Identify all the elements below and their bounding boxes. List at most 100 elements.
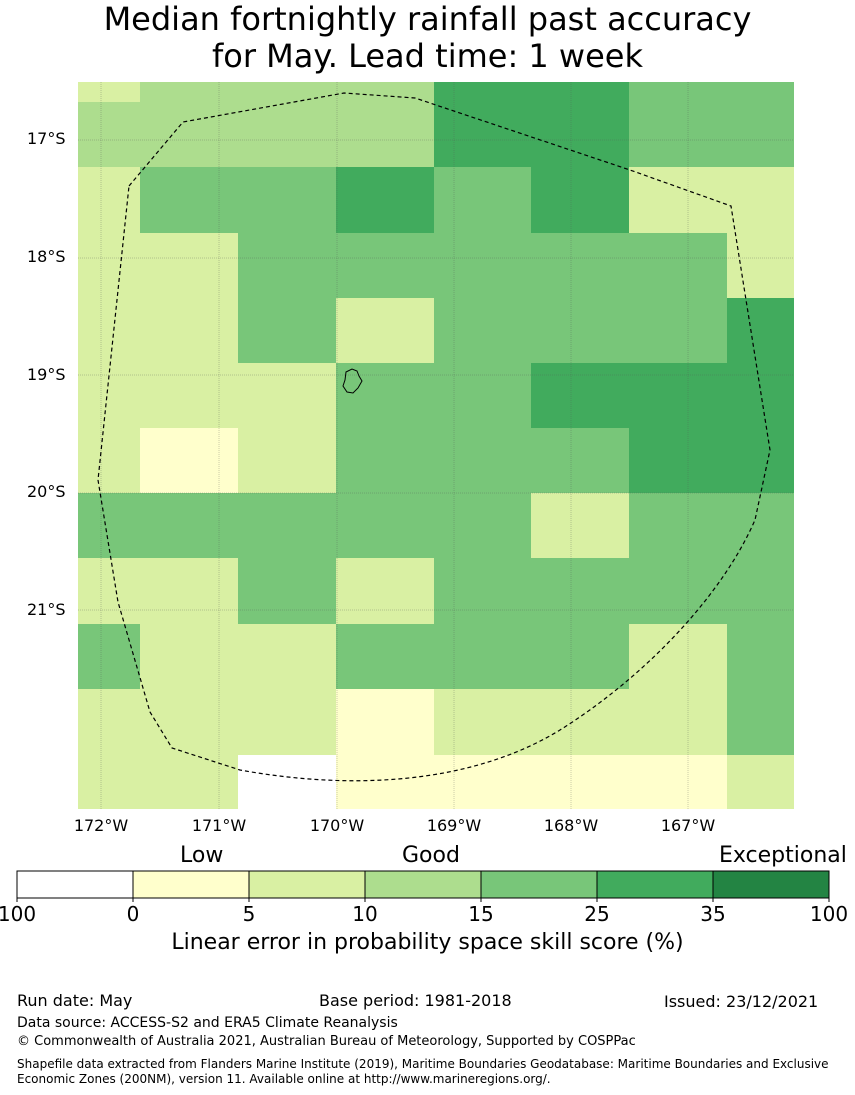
grid-cell bbox=[78, 624, 140, 689]
grid-cell bbox=[78, 298, 140, 363]
legend-tick: 100 bbox=[0, 902, 37, 926]
skill-grid bbox=[78, 82, 794, 809]
grid-cell bbox=[336, 493, 434, 558]
grid-cell bbox=[140, 102, 238, 167]
lon-label-172w: 172°W bbox=[73, 816, 129, 835]
colorbar-axis-title: Linear error in probability space skill … bbox=[171, 930, 684, 955]
grid-cell bbox=[238, 689, 336, 755]
grid-cell bbox=[78, 167, 140, 233]
grid-cell bbox=[727, 102, 794, 167]
grid-cell bbox=[336, 755, 434, 809]
legend-tick: 0 bbox=[126, 902, 140, 926]
grid-cell bbox=[238, 102, 336, 167]
grid-cell bbox=[727, 493, 794, 558]
grid-cell bbox=[434, 428, 531, 493]
grid-cell bbox=[629, 755, 727, 809]
grid-cell bbox=[629, 82, 727, 102]
grid-cell bbox=[727, 755, 794, 809]
grid-cell bbox=[140, 298, 238, 363]
grid-cell bbox=[629, 298, 727, 363]
grid-cell bbox=[336, 298, 434, 363]
grid-cell bbox=[140, 493, 238, 558]
grid-cell bbox=[531, 363, 629, 428]
colorbar-segment bbox=[480, 870, 598, 899]
lon-label-168w: 168°W bbox=[543, 816, 599, 835]
legend-tick: 35 bbox=[700, 902, 726, 926]
grid-cell bbox=[434, 82, 531, 102]
grid-cell bbox=[434, 755, 531, 809]
copyright: © Commonwealth of Australia 2021, Austra… bbox=[17, 1034, 636, 1049]
grid-cell bbox=[238, 755, 336, 809]
run-date: Run date: May bbox=[17, 991, 133, 1010]
island-outline bbox=[342, 368, 363, 394]
grid-cell bbox=[238, 558, 336, 624]
grid-cell bbox=[727, 82, 794, 102]
grid-cell bbox=[434, 233, 531, 298]
data-source: Data source: ACCESS-S2 and ERA5 Climate … bbox=[17, 1015, 398, 1031]
grid-cell bbox=[727, 167, 794, 233]
legend-tick: 100 bbox=[809, 902, 849, 926]
map-title-line2: for May. Lead time: 1 week bbox=[211, 37, 643, 75]
grid-cell bbox=[629, 233, 727, 298]
lon-label-170w: 170°W bbox=[309, 816, 365, 835]
colorbar-segment bbox=[132, 870, 250, 899]
shapefile-credit: Shapefile data extracted from Flanders M… bbox=[17, 1057, 829, 1086]
legend-tick: 25 bbox=[584, 902, 610, 926]
grid-cell bbox=[629, 689, 727, 755]
grid-cell bbox=[531, 624, 629, 689]
grid-cell bbox=[140, 558, 238, 624]
grid-cell bbox=[78, 428, 140, 493]
colorbar bbox=[16, 870, 830, 902]
grid-cell bbox=[238, 233, 336, 298]
grid-cell bbox=[238, 82, 336, 102]
grid-cell bbox=[140, 167, 238, 233]
grid-cell bbox=[336, 102, 434, 167]
grid-cell bbox=[629, 428, 727, 493]
grid-cell bbox=[238, 624, 336, 689]
grid-cell bbox=[531, 102, 629, 167]
grid-cell bbox=[336, 558, 434, 624]
grid-cell bbox=[629, 167, 727, 233]
base-period: Base period: 1981-2018 bbox=[319, 991, 512, 1010]
grid-cell bbox=[531, 428, 629, 493]
grid-cell bbox=[727, 363, 794, 428]
grid-cell bbox=[434, 689, 531, 755]
colorbar-segment bbox=[16, 870, 134, 899]
grid-cell bbox=[78, 558, 140, 624]
grid-cell bbox=[629, 624, 727, 689]
grid-cell bbox=[434, 102, 531, 167]
grid-cell bbox=[531, 167, 629, 233]
map-title-line1: Median fortnightly rainfall past accurac… bbox=[103, 0, 752, 38]
grid-cell bbox=[727, 233, 794, 298]
legend-tick: 15 bbox=[468, 902, 494, 926]
legend-category-exceptional: Exceptional bbox=[719, 843, 847, 868]
grid-cell bbox=[140, 689, 238, 755]
grid-cell bbox=[727, 624, 794, 689]
grid-cell bbox=[727, 428, 794, 493]
grid-cell bbox=[140, 363, 238, 428]
grid-cell bbox=[140, 428, 238, 493]
legend-tick: 5 bbox=[242, 902, 256, 926]
grid-cell bbox=[531, 493, 629, 558]
grid-cell bbox=[434, 558, 531, 624]
graticule bbox=[78, 82, 794, 809]
colorbar-segment bbox=[712, 870, 830, 899]
grid-cell bbox=[531, 298, 629, 363]
legend-tick: 10 bbox=[352, 902, 378, 926]
lat-label-20s: 20°S bbox=[27, 482, 66, 501]
grid-cell bbox=[434, 493, 531, 558]
eez-boundary bbox=[97, 92, 771, 782]
issued-date: Issued: 23/12/2021 bbox=[664, 992, 819, 1011]
lon-label-167w: 167°W bbox=[660, 816, 716, 835]
grid-cell bbox=[336, 233, 434, 298]
colorbar-segment bbox=[364, 870, 482, 899]
grid-cell bbox=[140, 82, 238, 102]
grid-cell bbox=[531, 558, 629, 624]
grid-cell bbox=[434, 167, 531, 233]
lat-label-19s: 19°S bbox=[27, 365, 66, 384]
grid-cell bbox=[434, 363, 531, 428]
grid-cell bbox=[336, 82, 434, 102]
grid-cell bbox=[336, 428, 434, 493]
grid-cell bbox=[78, 233, 140, 298]
